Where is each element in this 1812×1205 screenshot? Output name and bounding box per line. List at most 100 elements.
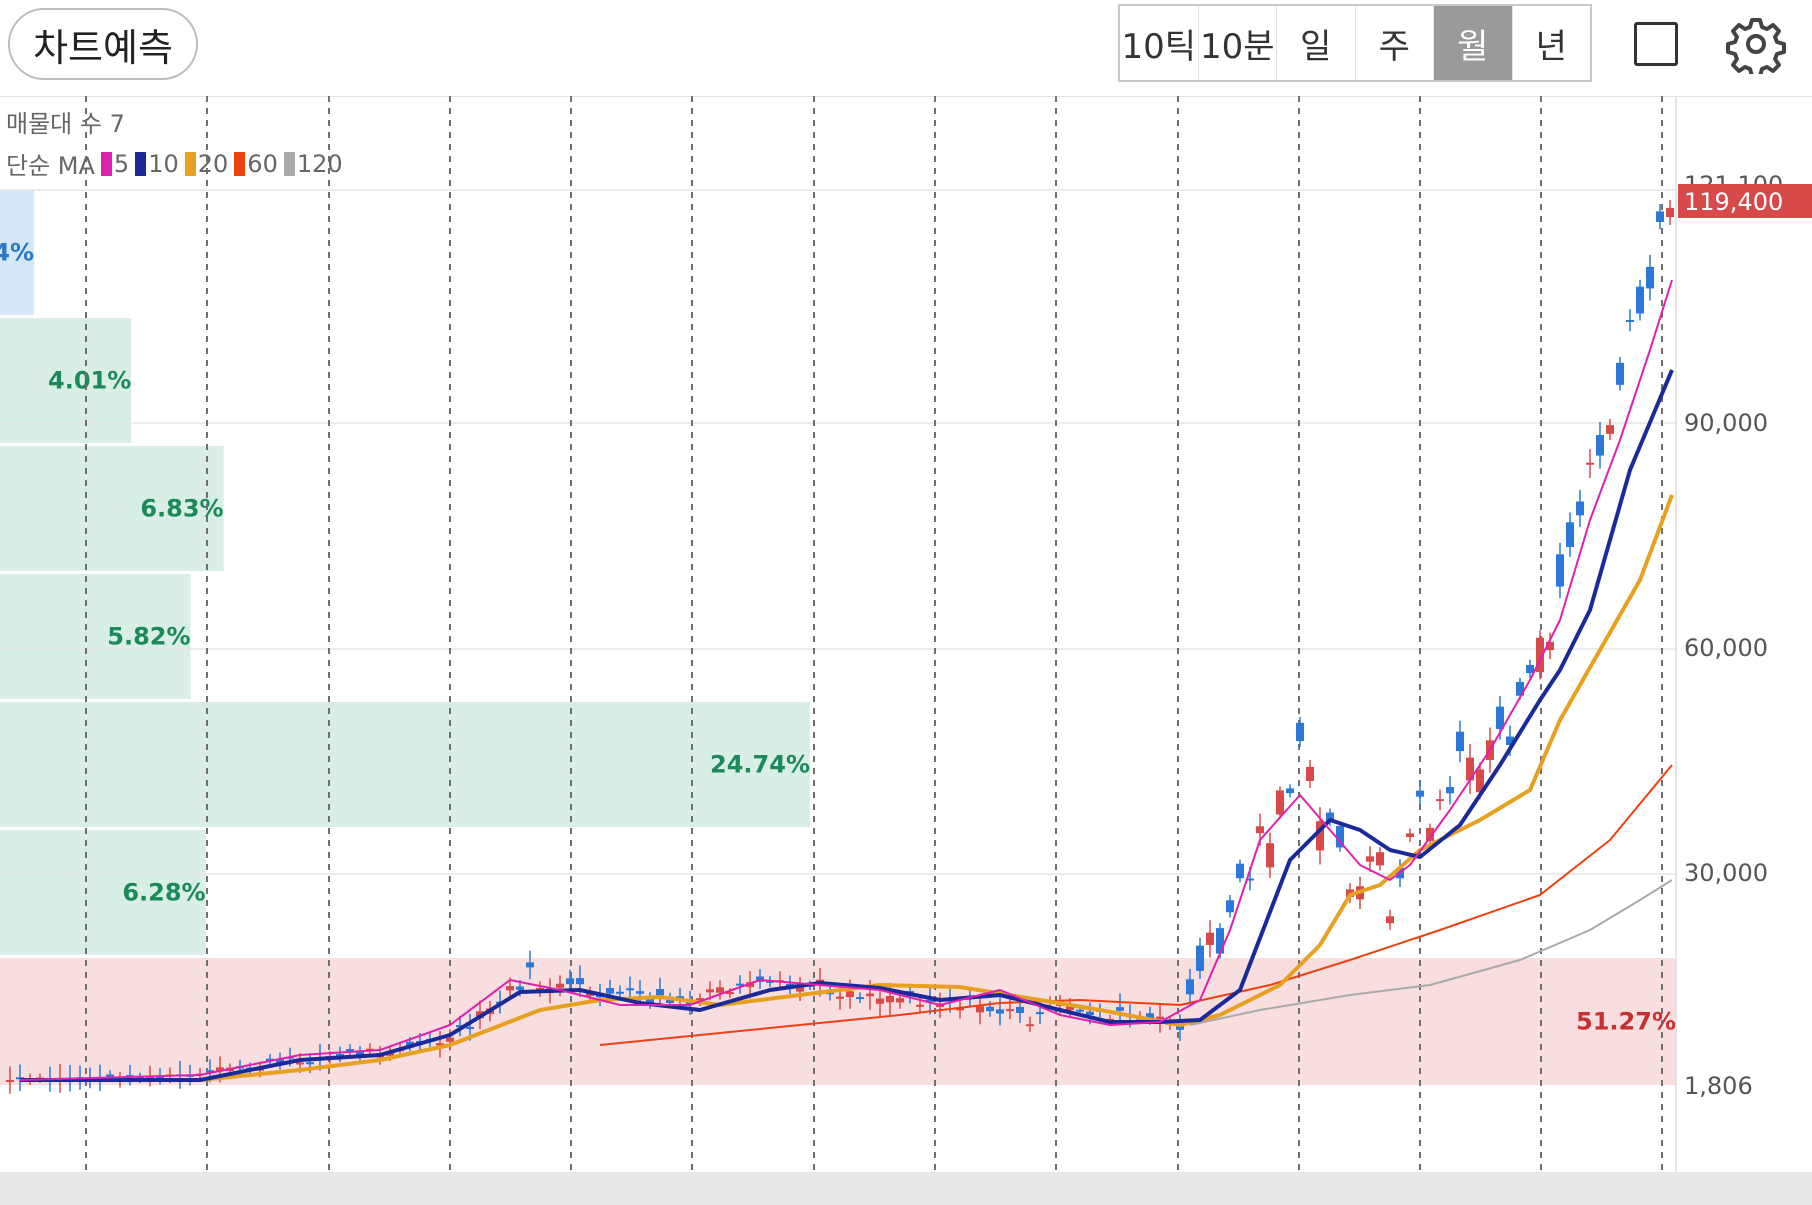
candle-body <box>1666 207 1674 218</box>
candle-body <box>706 989 714 993</box>
candle-body <box>1336 826 1344 848</box>
ma60-label: 60 <box>247 149 278 178</box>
candle-body <box>1496 706 1504 729</box>
volume-profile-bar <box>0 830 206 955</box>
candle-body <box>1516 681 1524 696</box>
candle-body <box>1536 637 1544 673</box>
chart-forecast-button[interactable]: 차트예측 <box>8 8 198 80</box>
candle-body <box>1426 827 1434 842</box>
candle-body <box>516 986 524 990</box>
candle-body <box>466 1026 474 1029</box>
candle-body <box>1506 736 1514 745</box>
candle-body <box>736 983 744 986</box>
candle-body <box>526 962 534 968</box>
candle-body <box>1656 211 1664 222</box>
period-10tick-tab[interactable]: 10틱 <box>1120 6 1199 80</box>
candle-body <box>506 986 514 991</box>
candle-body <box>1006 1009 1014 1012</box>
candle-body <box>576 978 584 985</box>
gear-icon[interactable] <box>1726 14 1786 74</box>
time-axis-bar[interactable] <box>0 1172 1812 1205</box>
candle-body <box>1086 1011 1094 1016</box>
candle-body <box>1616 362 1624 385</box>
candle-body <box>406 1041 414 1047</box>
period-month-tab[interactable]: 월 <box>1434 6 1513 80</box>
candle-body <box>686 1002 694 1005</box>
candle-body <box>916 1004 924 1007</box>
candle-body <box>1266 843 1274 868</box>
candle-body <box>1576 501 1584 516</box>
ma5-line <box>19 279 1673 1081</box>
volume-profile-label: 4.01% <box>48 367 131 395</box>
candle-body <box>1076 1009 1084 1012</box>
candle-body <box>216 1067 224 1072</box>
volume-profile-label: 6.28% <box>122 879 205 907</box>
candle-body <box>566 978 574 985</box>
candle-body <box>1286 788 1294 794</box>
candle-body <box>1116 1007 1124 1011</box>
candle-body <box>956 1007 964 1011</box>
candle-body <box>856 997 864 1000</box>
candle-body <box>1606 425 1614 434</box>
candle-body <box>886 996 894 1003</box>
candle-body <box>696 998 704 1002</box>
moving-average-legend: 단순 MA 5 10 20 60 120 <box>6 146 343 181</box>
candle-body <box>556 983 564 988</box>
ma10-line <box>20 369 1674 1082</box>
candle-body <box>996 1009 1004 1014</box>
current-price-label: 119,400 <box>1684 188 1783 216</box>
candle-body <box>626 988 634 991</box>
ma120-swatch <box>283 151 295 176</box>
candle-body <box>986 1006 994 1012</box>
candle-body <box>646 998 654 1003</box>
candle-body <box>836 996 844 999</box>
ma5-swatch <box>100 151 112 176</box>
candle-body <box>1586 462 1594 465</box>
period-10min-tab[interactable]: 10분 <box>1199 6 1277 80</box>
ma120-label: 120 <box>296 149 343 178</box>
candle-body <box>1476 769 1484 793</box>
ma20-label: 20 <box>197 149 229 178</box>
candle-body <box>1386 916 1394 924</box>
volume-profile-label: 51.27% <box>1576 1008 1676 1036</box>
candle-body <box>356 1051 364 1055</box>
candle-body <box>1546 641 1554 651</box>
ma-legend-title: 단순 MA <box>6 152 95 180</box>
candle-body <box>666 997 674 1003</box>
candle-body <box>1366 856 1374 862</box>
candle-body <box>1206 932 1214 945</box>
candle-body <box>1156 1016 1164 1020</box>
candle-body <box>1646 266 1654 289</box>
price-chart[interactable]: 1.04%4.01%6.83%5.82%24.74%6.28%51.27%121… <box>0 96 1812 1172</box>
y-axis-label: 1,806 <box>1684 1072 1753 1100</box>
candle-body <box>656 989 664 996</box>
candle-body <box>1036 1012 1044 1015</box>
toolbar: 차트예측 10틱 10분 일 주 월 년 <box>0 0 1812 97</box>
candle-body <box>106 1074 114 1077</box>
candle-body <box>456 1025 464 1028</box>
volume-profile-label: 6.83% <box>140 495 223 523</box>
candle-body <box>536 987 544 991</box>
period-week-tab[interactable]: 주 <box>1356 6 1434 80</box>
ma60-line <box>599 764 1673 1046</box>
candle-body <box>896 998 904 1003</box>
candle-body <box>1556 554 1564 587</box>
candle-body <box>446 1037 454 1042</box>
candle-body <box>1436 799 1444 802</box>
y-axis-label: 60,000 <box>1684 634 1768 662</box>
volume-profile-bar <box>0 574 191 699</box>
candle-body <box>1626 319 1634 322</box>
period-day-tab[interactable]: 일 <box>1277 6 1356 80</box>
candle-body <box>976 1006 984 1013</box>
candle-body <box>1376 852 1384 866</box>
candle-body <box>1016 1006 1024 1013</box>
period-year-tab[interactable]: 년 <box>1535 26 1567 67</box>
candle-body <box>606 988 614 994</box>
candle-body <box>796 986 804 992</box>
candle-body <box>876 998 884 1004</box>
fullscreen-icon[interactable] <box>1634 22 1678 66</box>
volume-profile-bar <box>0 318 132 443</box>
period-selector: 10틱 10분 일 주 월 년 <box>1118 4 1592 82</box>
candle-body <box>1226 900 1234 913</box>
candle-body <box>1306 766 1314 781</box>
